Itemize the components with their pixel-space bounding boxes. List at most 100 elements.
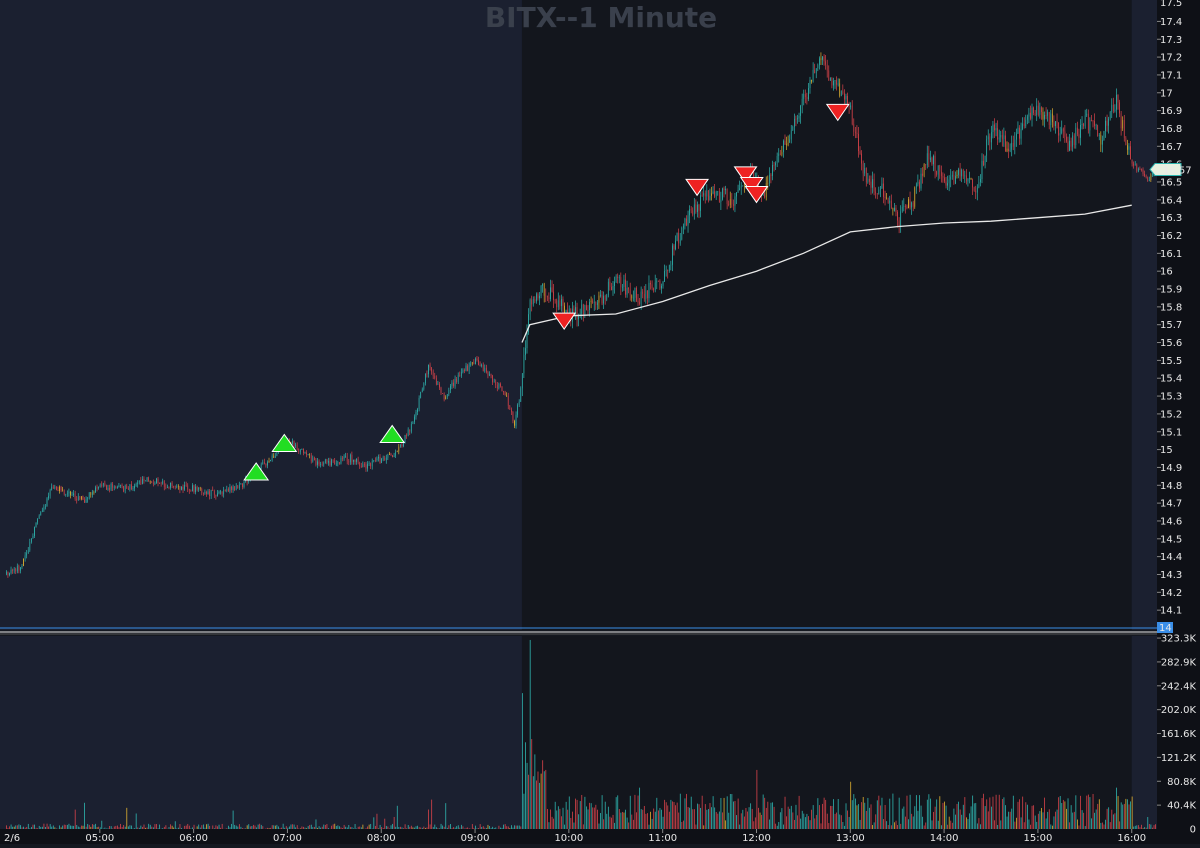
price-axis-label: 17.2: [1160, 53, 1182, 64]
price-candle: [358, 459, 359, 463]
price-candle: [605, 296, 606, 300]
price-candle: [1099, 135, 1100, 136]
price-candle: [352, 455, 353, 462]
price-candle: [705, 193, 706, 196]
price-candle: [641, 292, 642, 304]
price-candle: [1107, 121, 1108, 126]
volume-bar: [184, 826, 185, 829]
price-candle: [985, 156, 986, 166]
volume-bar: [513, 828, 514, 829]
volume-bar: [413, 827, 414, 829]
volume-bar: [1108, 807, 1109, 829]
volume-bar: [439, 828, 440, 829]
price-candle: [128, 488, 129, 490]
volume-bar: [180, 824, 181, 829]
volume-bar: [935, 807, 936, 829]
price-candle: [938, 165, 939, 174]
volume-bar: [1055, 812, 1056, 829]
price-candle: [367, 464, 368, 469]
price-candle: [233, 487, 234, 490]
volume-axis-label: 242.4K: [1161, 681, 1197, 692]
price-axis-label: 15.2: [1160, 409, 1182, 420]
volume-axis-label: 0: [1190, 825, 1196, 836]
volume-bar: [187, 824, 188, 829]
volume-bar: [406, 828, 407, 829]
price-candle: [896, 208, 897, 212]
volume-bar: [250, 826, 251, 829]
price-candle: [588, 310, 589, 311]
price-candle: [907, 207, 908, 208]
price-axis-label: 14.4: [1160, 552, 1182, 563]
price-candle: [666, 270, 667, 271]
price-axis-label: 15.1: [1160, 427, 1182, 438]
price-candle: [134, 486, 135, 488]
price-candle: [627, 288, 628, 295]
price-candle: [90, 492, 91, 494]
volume-bar: [816, 815, 817, 829]
volume-bar: [244, 828, 245, 829]
price-candle: [369, 463, 370, 464]
volume-bar: [710, 803, 711, 829]
volume-bar: [605, 802, 606, 829]
price-candle: [670, 265, 671, 266]
price-candle: [22, 566, 23, 567]
price-candle: [933, 156, 934, 164]
volume-bar: [625, 810, 626, 829]
price-candle: [833, 81, 834, 85]
volume-bar: [1088, 795, 1089, 829]
volume-bar: [1010, 812, 1011, 829]
volume-bar: [760, 813, 761, 829]
price-candle: [533, 299, 534, 304]
time-axis-label: 16:00: [1117, 833, 1146, 844]
price-candle: [44, 507, 45, 510]
price-axis-label: 17.3: [1160, 35, 1182, 46]
volume-bar: [839, 815, 840, 829]
volume-bar: [431, 800, 432, 829]
volume-bar: [742, 810, 743, 829]
price-candle: [538, 294, 539, 298]
volume-bar: [359, 827, 360, 829]
volume-bar: [292, 824, 293, 829]
volume-bar: [999, 795, 1000, 829]
volume-bar: [961, 815, 962, 829]
volume-bar: [778, 822, 779, 829]
price-candle: [1050, 114, 1051, 125]
price-candle: [972, 179, 973, 187]
price-candle: [1086, 114, 1087, 116]
volume-bar: [112, 828, 113, 829]
price-candle: [880, 189, 881, 190]
volume-bar: [408, 825, 409, 829]
volume-bar: [666, 802, 667, 829]
volume-bar: [860, 820, 861, 829]
volume-bar: [721, 798, 722, 829]
volume-bar: [1043, 812, 1044, 829]
volume-bar: [405, 824, 406, 829]
price-candle: [686, 219, 687, 226]
volume-bar: [297, 825, 298, 829]
price-candle: [353, 460, 354, 462]
price-candle: [678, 233, 679, 244]
price-candle: [12, 570, 13, 571]
volume-bar: [111, 826, 112, 829]
volume-bar: [677, 803, 678, 829]
price-candle: [975, 191, 976, 193]
price-candle: [638, 301, 639, 303]
volume-bar: [817, 798, 818, 829]
price-candle: [222, 492, 223, 495]
volume-bar: [761, 815, 762, 829]
price-candle: [1132, 159, 1133, 163]
price-candle: [470, 364, 471, 365]
price-candle: [622, 287, 623, 288]
volume-bar: [267, 828, 268, 829]
volume-bar: [835, 814, 836, 829]
price-candle: [647, 290, 648, 298]
price-candle: [611, 287, 612, 290]
volume-bar: [298, 828, 299, 829]
volume-bar: [1069, 822, 1070, 829]
price-candle: [106, 486, 107, 490]
price-candle: [661, 286, 662, 289]
price-candle: [850, 105, 851, 107]
volume-bar: [40, 827, 41, 829]
volume-bar: [842, 822, 843, 829]
